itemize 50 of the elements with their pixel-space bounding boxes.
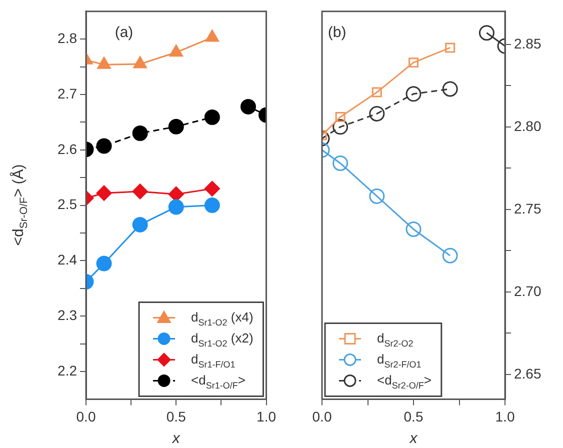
point (442, 248, 458, 264)
x-tick-label: 1.0 (495, 408, 515, 424)
y-tick-label: 2.7 (58, 85, 78, 102)
annotation: (b) (328, 24, 346, 42)
point (406, 86, 422, 102)
point (132, 126, 148, 142)
x-tick-label: 0.5 (404, 408, 424, 424)
point (335, 112, 346, 122)
x-tick-label: 0.5 (166, 408, 186, 424)
y-tick-label: 2.4 (58, 252, 78, 268)
x-axis-title: x (408, 430, 418, 448)
y2-tick-label: 2.80 (514, 118, 542, 134)
point (204, 198, 220, 214)
x-axis-title: x (171, 430, 180, 448)
point (132, 184, 148, 200)
point (332, 155, 348, 171)
point (96, 185, 112, 201)
point (168, 199, 184, 215)
point (96, 138, 112, 154)
y-tick-label: 2.6 (58, 140, 78, 157)
point (132, 216, 148, 232)
y-tick-label: 2.3 (58, 306, 78, 323)
point (96, 256, 112, 272)
point (442, 81, 458, 97)
point (205, 30, 219, 42)
point (133, 56, 147, 68)
point (406, 221, 422, 237)
point (169, 44, 183, 57)
x-tick-label: 1.0 (256, 408, 276, 424)
x-tick-label: 0.0 (312, 408, 332, 424)
y-tick-label: 2.5 (58, 196, 78, 212)
point (204, 180, 220, 196)
point (97, 56, 111, 69)
point (168, 186, 184, 202)
point (168, 118, 184, 134)
point (332, 119, 348, 135)
x-tick-label: 0.0 (76, 408, 96, 424)
y2-tick-label: 2.75 (514, 200, 542, 216)
y2-tick-label: 2.70 (514, 282, 542, 299)
y2-tick-label: 2.85 (514, 35, 542, 52)
annotation: (a) (114, 24, 134, 42)
point (369, 188, 385, 204)
point (445, 42, 456, 53)
point (204, 109, 220, 125)
y-tick-label: 2.8 (58, 30, 78, 46)
point (372, 87, 382, 98)
point (369, 106, 385, 122)
y2-tick-label: 2.65 (514, 365, 542, 382)
point (408, 58, 418, 68)
y-tick-label: 2.2 (58, 362, 78, 378)
